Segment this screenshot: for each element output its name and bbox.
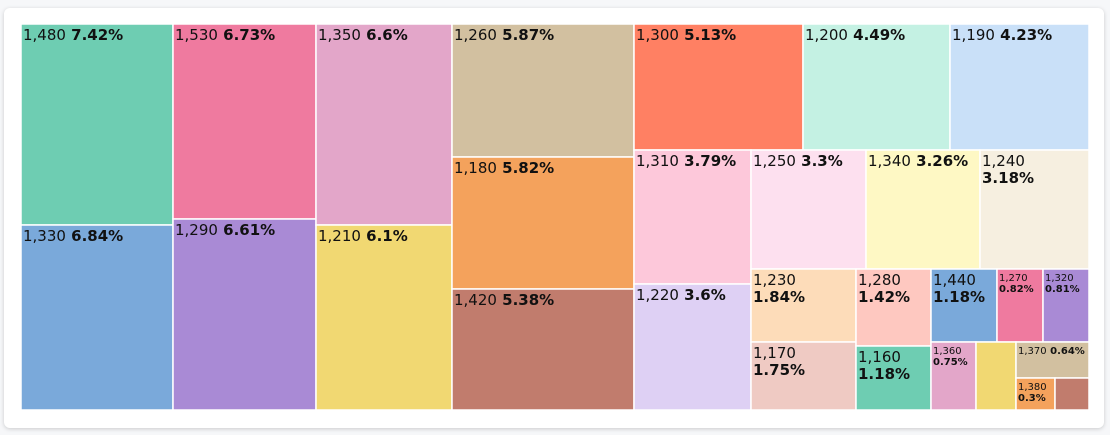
cell-label: 1,420 5.38%	[454, 291, 554, 309]
cell-label: 1,230 1.84%	[753, 271, 805, 306]
treemap-cell-rect	[1054, 377, 1090, 411]
treemap-cell[interactable]: 1,310 3.79%	[633, 149, 752, 285]
treemap-cell[interactable]: 1,280 1.42%	[855, 268, 932, 347]
cell-label: 1,380 0.3%	[1018, 382, 1047, 404]
treemap-cell[interactable]	[975, 341, 1017, 411]
cell-label: 1,330 6.84%	[23, 227, 123, 245]
cell-label: 1,220 3.6%	[636, 286, 726, 304]
treemap-cell[interactable]: 1,180 5.82%	[451, 156, 635, 290]
treemap-cell[interactable]: 1,480 7.42%	[20, 23, 174, 226]
cell-label: 1,360 0.75%	[933, 346, 968, 368]
treemap-cell[interactable]: 1,530 6.73%	[172, 23, 317, 220]
treemap-cell-rect	[315, 224, 453, 411]
treemap-cell-rect	[451, 156, 635, 290]
cell-label: 1,240 3.18%	[982, 152, 1034, 187]
treemap-cell-rect	[451, 23, 635, 158]
treemap-cell[interactable]: 1,350 6.6%	[315, 23, 453, 226]
cell-label: 1,250 3.3%	[753, 152, 843, 170]
treemap-cell[interactable]: 1,260 5.87%	[451, 23, 635, 158]
treemap-cell-rect	[633, 149, 752, 285]
treemap-cell-rect	[750, 149, 867, 270]
treemap-cell-rect	[979, 149, 1090, 270]
cell-label: 1,210 6.1%	[318, 227, 408, 245]
cell-label: 1,180 5.82%	[454, 159, 554, 177]
cell-label: 1,370 0.64%	[1018, 346, 1085, 357]
treemap-cell-rect	[855, 268, 932, 347]
treemap-cell-rect	[315, 23, 453, 226]
cell-label: 1,260 5.87%	[454, 26, 554, 44]
treemap-cell-rect	[975, 341, 1017, 411]
treemap-cell[interactable]: 1,300 5.13%	[633, 23, 804, 151]
treemap-cell[interactable]: 1,340 3.26%	[865, 149, 981, 270]
treemap-cell[interactable]	[1054, 377, 1090, 411]
treemap-cell-rect	[1015, 341, 1090, 379]
treemap-cell[interactable]: 1,200 4.49%	[802, 23, 951, 151]
treemap-cell-rect	[750, 268, 857, 343]
treemap-cell[interactable]: 1,210 6.1%	[315, 224, 453, 411]
cell-label: 1,300 5.13%	[636, 26, 736, 44]
treemap-cell-rect	[750, 341, 857, 411]
cell-label: 1,340 3.26%	[868, 152, 968, 170]
treemap-cell-rect	[1042, 268, 1090, 343]
treemap-cell[interactable]: 1,290 6.61%	[172, 218, 317, 411]
cell-label: 1,160 1.18%	[858, 348, 910, 383]
treemap-cell-rect	[633, 283, 752, 411]
treemap-cell[interactable]: 1,220 3.6%	[633, 283, 752, 411]
treemap-cell-rect	[865, 149, 981, 270]
treemap-cell[interactable]: 1,380 0.3%	[1015, 377, 1056, 411]
treemap-cell[interactable]: 1,270 0.82%	[996, 268, 1044, 343]
cell-label: 1,170 1.75%	[753, 344, 805, 379]
cell-label: 1,270 0.82%	[999, 273, 1034, 295]
treemap-cell[interactable]: 1,240 3.18%	[979, 149, 1090, 270]
cell-label: 1,530 6.73%	[175, 26, 275, 44]
treemap-cell[interactable]: 1,320 0.81%	[1042, 268, 1090, 343]
treemap-cell-rect	[20, 224, 174, 411]
treemap-cell-rect	[855, 345, 932, 411]
treemap-cell-rect	[930, 341, 977, 411]
treemap-cell-rect	[930, 268, 998, 343]
treemap-cell-rect	[20, 23, 174, 226]
treemap-cell[interactable]: 1,250 3.3%	[750, 149, 867, 270]
treemap-cell-rect	[172, 23, 317, 220]
treemap-cell-rect	[633, 23, 804, 151]
treemap-cell[interactable]: 1,160 1.18%	[855, 345, 932, 411]
treemap-cell[interactable]: 1,420 5.38%	[451, 288, 635, 411]
cell-label: 1,440 1.18%	[933, 271, 985, 306]
cell-label: 1,350 6.6%	[318, 26, 408, 44]
treemap-cell-rect	[451, 288, 635, 411]
treemap-cell[interactable]: 1,330 6.84%	[20, 224, 174, 411]
treemap-cell[interactable]: 1,370 0.64%	[1015, 341, 1090, 379]
treemap-cell[interactable]: 1,190 4.23%	[949, 23, 1090, 151]
cell-label: 1,480 7.42%	[23, 26, 123, 44]
cell-label: 1,290 6.61%	[175, 221, 275, 239]
cell-label: 1,310 3.79%	[636, 152, 736, 170]
cell-label: 1,190 4.23%	[952, 26, 1052, 44]
treemap-cell[interactable]: 1,230 1.84%	[750, 268, 857, 343]
cell-label: 1,280 1.42%	[858, 271, 910, 306]
cell-label: 1,320 0.81%	[1045, 273, 1080, 295]
treemap-cell[interactable]: 1,440 1.18%	[930, 268, 998, 343]
cell-label: 1,200 4.49%	[805, 26, 905, 44]
treemap-cell[interactable]: 1,170 1.75%	[750, 341, 857, 411]
treemap-cell[interactable]: 1,360 0.75%	[930, 341, 977, 411]
treemap-cell-rect	[172, 218, 317, 411]
